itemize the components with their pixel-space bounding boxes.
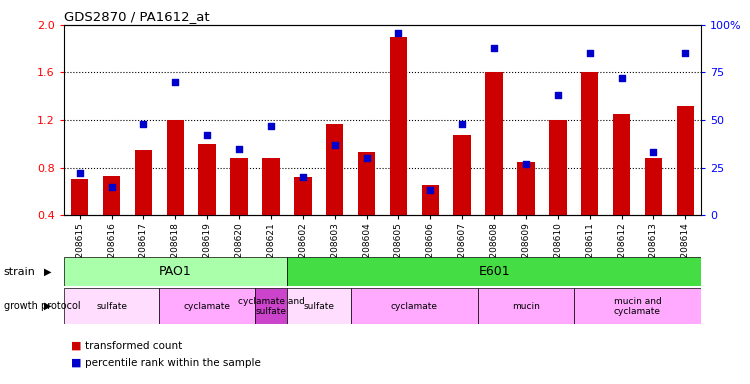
Bar [422, 185, 439, 215]
Point [647, 149, 659, 156]
Text: ▶: ▶ [44, 266, 51, 277]
Bar [255, 288, 286, 324]
Bar [135, 150, 152, 215]
Text: transformed count: transformed count [85, 341, 182, 351]
Bar [294, 177, 311, 215]
Point [552, 92, 564, 98]
Bar [230, 158, 248, 215]
Bar [390, 37, 407, 215]
Bar [262, 158, 280, 215]
Point [456, 121, 468, 127]
Point [424, 187, 436, 194]
Bar [64, 288, 159, 324]
Bar [485, 73, 502, 215]
Bar [286, 257, 701, 286]
Text: cyclamate: cyclamate [391, 302, 438, 311]
Text: PAO1: PAO1 [159, 265, 192, 278]
Bar [286, 288, 350, 324]
Bar [454, 136, 471, 215]
Bar [549, 120, 566, 215]
Text: growth protocol: growth protocol [4, 301, 80, 311]
Bar [478, 288, 574, 324]
Point [520, 161, 532, 167]
Text: mucin: mucin [512, 302, 540, 311]
Bar [326, 124, 344, 215]
Point [297, 174, 309, 180]
Bar [350, 288, 478, 324]
Point [137, 121, 149, 127]
Point [584, 50, 596, 56]
Bar [581, 73, 598, 215]
Bar [159, 288, 255, 324]
Point [265, 122, 277, 129]
Point [106, 184, 118, 190]
Text: mucin and
cyclamate: mucin and cyclamate [614, 296, 662, 316]
Bar [199, 144, 216, 215]
Point [680, 50, 692, 56]
Text: strain: strain [4, 266, 36, 277]
Point [74, 170, 86, 176]
Text: sulfate: sulfate [96, 302, 127, 311]
Bar [518, 162, 535, 215]
Text: sulfate: sulfate [303, 302, 334, 311]
Bar [574, 288, 701, 324]
Bar [166, 120, 184, 215]
Text: E601: E601 [478, 265, 510, 278]
Point [361, 155, 373, 161]
Bar [613, 114, 630, 215]
Point [392, 30, 404, 36]
Point [616, 75, 628, 81]
Text: cyclamate: cyclamate [184, 302, 231, 311]
Text: ▶: ▶ [44, 301, 51, 311]
Bar [358, 152, 375, 215]
Point [201, 132, 213, 138]
Bar [103, 176, 120, 215]
Bar [64, 257, 286, 286]
Text: cyclamate and
sulfate: cyclamate and sulfate [238, 296, 304, 316]
Text: ■: ■ [71, 358, 86, 368]
Point [233, 146, 245, 152]
Text: GDS2870 / PA1612_at: GDS2870 / PA1612_at [64, 10, 209, 23]
Text: percentile rank within the sample: percentile rank within the sample [85, 358, 261, 368]
Point [488, 45, 500, 51]
Bar [71, 179, 88, 215]
Bar [676, 106, 694, 215]
Point [170, 79, 182, 85]
Bar [645, 158, 662, 215]
Point [328, 142, 340, 148]
Text: ■: ■ [71, 341, 86, 351]
